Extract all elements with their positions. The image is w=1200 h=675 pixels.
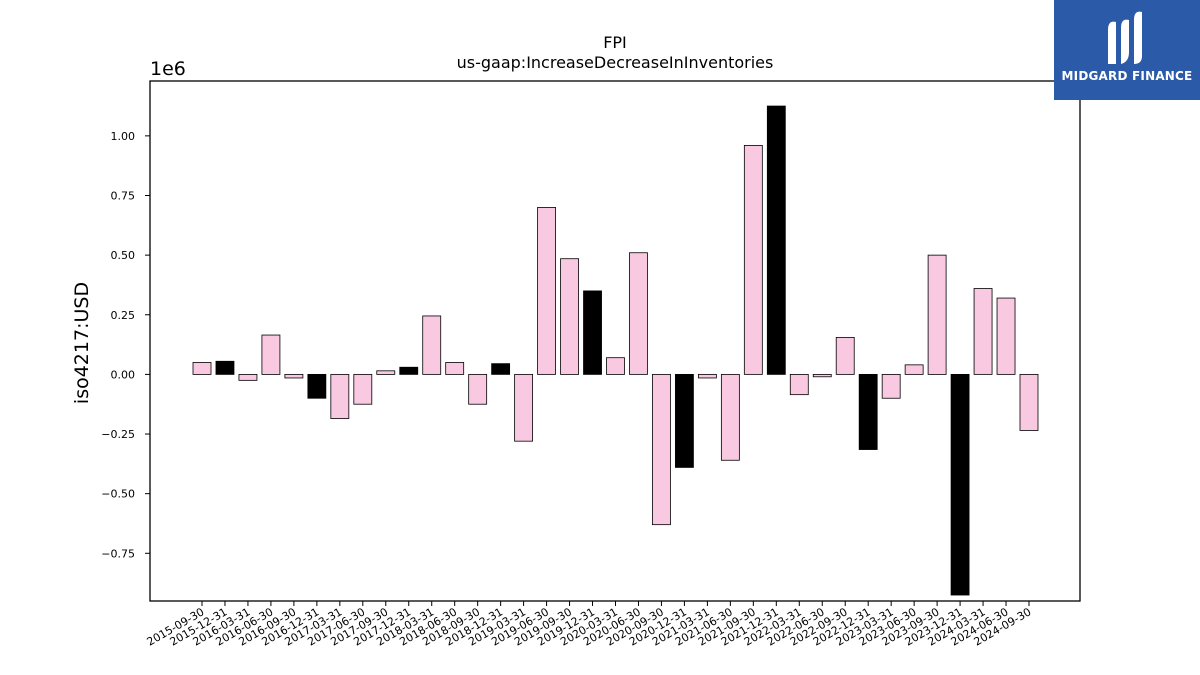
bar-2022-09-30 xyxy=(835,337,855,375)
y-ticks-group: −0.75 −0.50 −0.25 0.00 0.25 0.50 0.75 1.00 xyxy=(101,130,150,560)
bar-2021-03-31 xyxy=(697,373,717,379)
bar-2015-12-31 xyxy=(215,360,235,375)
bar-2017-12-31 xyxy=(399,366,419,375)
bar-2018-09-30 xyxy=(468,373,488,405)
bar-2020-06-30 xyxy=(629,252,648,375)
bar-2018-06-30 xyxy=(445,362,465,375)
bar-2018-03-31 xyxy=(422,315,442,375)
logo: MIDGARD FINANCE xyxy=(1054,0,1200,100)
y-tick-label: 0.25 xyxy=(111,309,136,322)
bar-2023-09-30 xyxy=(927,254,947,375)
y-scale-label: 1e6 xyxy=(150,58,186,80)
plot-frame xyxy=(149,80,1081,602)
bar-2017-06-30 xyxy=(353,373,373,405)
bar-2018-12-31 xyxy=(491,363,511,375)
bar-2019-09-30 xyxy=(560,258,579,375)
y-tick-label: 1.00 xyxy=(111,130,136,143)
bar-2016-12-31 xyxy=(307,373,327,399)
bar-2020-03-31 xyxy=(606,357,625,375)
chart-title: FPI xyxy=(603,33,627,52)
bar-2019-06-30 xyxy=(537,207,556,375)
bar-2023-12-31 xyxy=(950,373,970,596)
y-tick-label: −0.25 xyxy=(101,428,135,441)
y-tick-label: 0.75 xyxy=(111,189,136,202)
bar-2023-06-30 xyxy=(904,364,924,375)
bar-2021-09-30 xyxy=(743,144,763,375)
bar-2021-06-30 xyxy=(720,373,740,461)
bar-2017-03-31 xyxy=(330,373,350,419)
y-tick-label: −0.50 xyxy=(101,488,135,501)
bar-2019-12-31 xyxy=(583,290,602,375)
bar-2020-09-30 xyxy=(652,373,671,526)
bar-2020-12-31 xyxy=(675,373,694,468)
bar-2016-06-30 xyxy=(261,334,281,375)
logo-text: MIDGARD FINANCE xyxy=(1061,69,1193,83)
bar-2019-03-31 xyxy=(514,373,534,442)
bar-2016-09-30 xyxy=(284,373,304,379)
bar-2022-03-31 xyxy=(789,373,809,396)
bar-2016-03-31 xyxy=(238,373,258,381)
bar-2022-06-30 xyxy=(812,373,832,378)
bar-2024-03-31 xyxy=(973,288,993,375)
bar-2022-12-31 xyxy=(858,373,878,450)
chart-subtitle: us-gaap:IncreaseDecreaseInInventories xyxy=(457,53,774,72)
bar-2024-06-30 xyxy=(996,297,1016,375)
y-tick-label: 0.00 xyxy=(111,368,136,381)
y-tick-label: 0.50 xyxy=(111,249,136,262)
y-tick-label: −0.75 xyxy=(101,547,135,560)
bar-2015-09-30 xyxy=(192,362,212,375)
y-axis-label: iso4217:USD xyxy=(71,282,93,404)
bar-2017-09-30 xyxy=(376,370,396,375)
bar-2021-12-31 xyxy=(766,105,786,375)
midgard-logo-icon xyxy=(1108,11,1142,64)
bar-2023-03-31 xyxy=(881,373,901,399)
bars-group xyxy=(192,105,1039,596)
bar-2024-09-30 xyxy=(1019,373,1039,431)
x-ticks-group: 2015-09-302015-12-312016-03-312016-06-30… xyxy=(145,601,1034,649)
